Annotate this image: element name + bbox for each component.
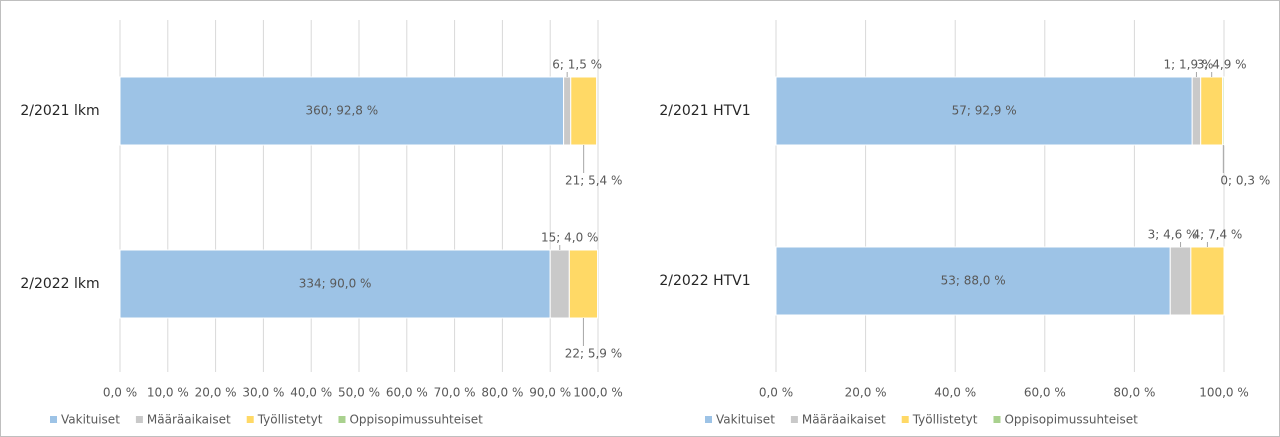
legend-swatch	[901, 416, 909, 423]
bar-segment	[1200, 76, 1224, 146]
x-tick-label: 100,0 %	[1199, 386, 1249, 400]
x-tick-label: 100,0 %	[573, 386, 623, 400]
legend-swatch	[790, 416, 798, 423]
legend-label: Työllistetyt	[912, 413, 978, 427]
x-tick-label: 20,0 %	[195, 386, 237, 400]
x-tick-label: 50,0 %	[338, 386, 380, 400]
bar-segment	[1190, 246, 1225, 316]
legend-swatch	[993, 416, 1001, 423]
x-tick-label: 80,0 %	[481, 386, 523, 400]
category-label: 2/2021 HTV1	[659, 103, 750, 119]
legend-swatch	[50, 416, 57, 423]
data-label: 334; 90,0 %	[299, 277, 372, 291]
legend-label: Määräaikaiset	[802, 413, 886, 427]
data-label: 360; 92,8 %	[305, 104, 378, 118]
x-tick-label: 60,0 %	[1024, 386, 1066, 400]
x-tick-label: 0,0 %	[103, 386, 137, 400]
x-tick-label: 60,0 %	[386, 386, 428, 400]
category-label: 2/2022 lkm	[20, 276, 99, 292]
bar-segment	[563, 76, 572, 146]
data-label: 15; 4,0 %	[541, 231, 598, 245]
data-label: 22; 5,9 %	[565, 347, 622, 361]
x-tick-label: 40,0 %	[934, 386, 976, 400]
legend-label: Vakituiset	[61, 413, 120, 427]
legend-swatch	[338, 416, 346, 423]
x-tick-label: 30,0 %	[242, 386, 284, 400]
bar-segment	[119, 76, 565, 146]
data-label: 4; 7,4 %	[1193, 228, 1243, 242]
data-label: 3; 4,9 %	[1197, 58, 1247, 72]
bar-segment	[775, 246, 1171, 316]
data-label: 3; 4,6 %	[1148, 228, 1198, 242]
x-tick-label: 40,0 %	[290, 386, 332, 400]
x-tick-label: 90,0 %	[529, 386, 571, 400]
x-tick-label: 10,0 %	[147, 386, 189, 400]
bar-segment	[568, 249, 599, 319]
category-label: 2/2021 lkm	[20, 103, 99, 119]
legend-swatch	[246, 416, 254, 423]
data-label: 0; 0,3 %	[1220, 174, 1270, 188]
legend-swatch	[135, 416, 143, 423]
x-tick-label: 70,0 %	[434, 386, 476, 400]
bar-segment	[1169, 246, 1192, 316]
bar-segment	[1222, 76, 1225, 146]
data-label: 53; 88,0 %	[941, 274, 1006, 288]
legend-label: Työllistetyt	[257, 413, 323, 427]
data-label: 57; 92,9 %	[952, 104, 1017, 118]
legend-swatch	[705, 416, 712, 423]
legend-label: Määräaikaiset	[147, 413, 231, 427]
category-label: 2/2022 HTV1	[659, 273, 750, 289]
x-tick-label: 0,0 %	[759, 386, 793, 400]
data-label: 1; 1,9 %	[1164, 58, 1214, 72]
bar-segment	[570, 76, 598, 146]
bar-segment	[1191, 76, 1202, 146]
data-label: 21; 5,4 %	[565, 174, 622, 188]
bar-segment	[775, 76, 1193, 146]
legend-label: Vakituiset	[716, 413, 775, 427]
x-tick-label: 20,0 %	[845, 386, 887, 400]
bar-segment	[549, 249, 570, 319]
legend-label: Oppisopimussuhteiset	[1004, 413, 1138, 427]
bar-segment	[119, 249, 551, 319]
data-label: 6; 1,5 %	[552, 58, 602, 72]
x-tick-label: 80,0 %	[1113, 386, 1155, 400]
legend-label: Oppisopimussuhteiset	[349, 413, 483, 427]
